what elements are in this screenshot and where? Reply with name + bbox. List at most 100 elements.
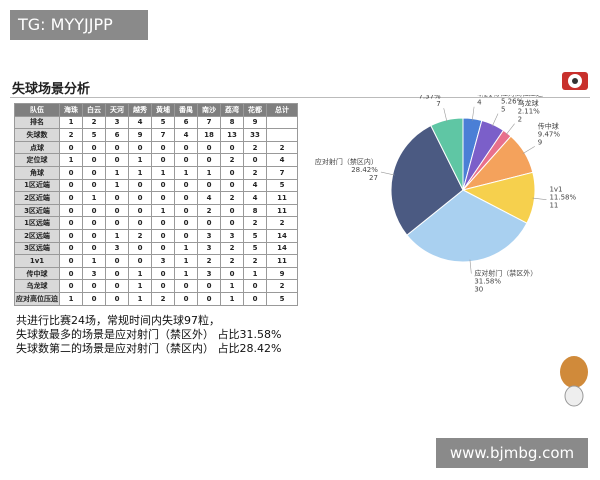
table-row: 乌龙球 0 0 0 1 0 0 0 1 0 2: [14, 279, 298, 293]
table-cell: 6: [174, 115, 198, 130]
table-cell: 2: [243, 216, 267, 230]
table-cell: 0: [151, 178, 175, 193]
table-cell: 1: [105, 178, 129, 193]
table-cell: 0: [105, 140, 129, 155]
table-cell: 14: [266, 241, 298, 256]
header-cell: 南沙: [197, 103, 221, 117]
table-cell: 0: [151, 153, 175, 167]
table-cell: 7: [197, 115, 221, 130]
header-cell: 总计: [266, 103, 298, 117]
slice-percent: 28.42%: [351, 166, 378, 174]
table-cell: 角球: [14, 165, 60, 180]
table-cell: 2区近端: [14, 191, 60, 205]
table-cell: 0: [105, 266, 129, 281]
table-cell: [266, 115, 298, 130]
table-cell: 1: [243, 266, 267, 281]
table-cell: 0: [174, 279, 198, 293]
table-cell: 0: [128, 140, 152, 155]
header-cell: 天河: [105, 103, 129, 117]
table-cell: 0: [82, 153, 106, 167]
table-cell: 0: [174, 228, 198, 243]
table-cell: 2: [220, 241, 244, 256]
table-cell: 0: [82, 228, 106, 243]
table-cell: 0: [128, 241, 152, 256]
table-cell: 0: [220, 140, 244, 155]
table-row: 2区近端 0 1 0 0 0 0 4 2 4 11: [14, 191, 298, 205]
table-cell: 6: [105, 128, 129, 142]
header-cell: 白云: [82, 103, 106, 117]
table-cell: 0: [174, 178, 198, 193]
header-cell: 番禺: [174, 103, 198, 117]
table-cell: 0: [151, 228, 175, 243]
table-cell: 3: [197, 228, 221, 243]
table-cell: 0: [105, 191, 129, 205]
table-cell: 1: [197, 165, 221, 180]
table-cell: 0: [128, 216, 152, 230]
table-cell: 2: [197, 203, 221, 218]
table-cell: 7: [151, 128, 175, 142]
table-cell: 1: [128, 279, 152, 293]
table-cell: 0: [128, 203, 152, 218]
table-cell: 0: [128, 191, 152, 205]
table-cell: 3: [105, 115, 129, 130]
table-cell: 2: [243, 140, 267, 155]
summary-line: 失球数第二的场景是应对射门（禁区内） 占比28.42%: [16, 342, 282, 355]
slide-title: 失球场景分析: [12, 82, 91, 97]
slice-name: 应对高位压迫: [501, 95, 543, 98]
table-cell: 0: [59, 228, 83, 243]
table-cell: 0: [82, 140, 106, 155]
logo-icon: [562, 72, 588, 90]
table-cell: 0: [59, 191, 83, 205]
leader-line: [471, 106, 475, 121]
table-cell: 3: [197, 266, 221, 281]
table-cell: 0: [197, 178, 221, 193]
table-cell: 2: [82, 115, 106, 130]
table-row: 排名 1 2 3 4 5 6 7 8 9: [14, 115, 298, 130]
table-cell: 0: [105, 291, 129, 306]
header-cell: 越秀: [128, 103, 152, 117]
table-cell: 5: [243, 241, 267, 256]
slice-value: 4: [477, 99, 482, 107]
table-cell: 0: [151, 266, 175, 281]
table-row: 2区远端 0 0 1 2 0 0 3 3 5 14: [14, 228, 298, 243]
table-cell: 1v1: [14, 254, 60, 268]
table-cell: 0: [82, 165, 106, 180]
table-cell: 0: [59, 279, 83, 293]
leader-line: [522, 146, 535, 154]
title-rule: [10, 97, 590, 98]
table-cell: 0: [197, 140, 221, 155]
table-cell: 2: [197, 254, 221, 268]
slice-name: 应对射门（禁区内）: [315, 157, 378, 166]
table-cell: 传中球: [14, 266, 60, 281]
table-cell: 9: [128, 128, 152, 142]
leader-line: [491, 113, 499, 127]
table-row: 点球 0 0 0 0 0 0 0 0 2 2: [14, 140, 298, 155]
slice-value: 5: [501, 106, 505, 114]
table-cell: 4: [243, 178, 267, 193]
header-row: 队伍 海珠 白云 天河 越秀 黄埔 番禺 南沙 荔湾 花都 总计: [14, 103, 298, 117]
table-cell: 2: [128, 228, 152, 243]
table-cell: 0: [105, 279, 129, 293]
table-cell: 点球: [14, 140, 60, 155]
table-cell: 0: [59, 165, 83, 180]
table-cell: 0: [174, 216, 198, 230]
table-cell: 2: [151, 291, 175, 306]
table-cell: 0: [82, 241, 106, 256]
table-row: 失球数 2 5 6 9 7 4 18 13 33: [14, 128, 298, 142]
table-cell: 1: [59, 291, 83, 306]
slice-name: 应对射门（禁区外）: [474, 269, 537, 278]
slice-name: 1v1: [549, 186, 562, 194]
table-cell: 8: [243, 203, 267, 218]
table-cell: 18: [197, 128, 221, 142]
slice-percent: 2.11%: [518, 108, 541, 116]
table-cell: 3: [220, 228, 244, 243]
table-cell: 5: [266, 178, 298, 193]
table-cell: 0: [128, 178, 152, 193]
goals-table: 队伍 海珠 白云 天河 越秀 黄埔 番禺 南沙 荔湾 花都 总计 排名 1 2 3 4 5 6 7 8 9 失球数 2 5 6 9…: [14, 103, 298, 306]
table-row: 角球 0 0 1 1 1 1 1 0 2 7: [14, 165, 298, 180]
table-row: 1区远端 0 0 0 0 0 0 0 0 2 2: [14, 216, 298, 230]
table-cell: 0: [105, 254, 129, 268]
table-cell: 0: [174, 203, 198, 218]
slice-value: 27: [369, 174, 378, 182]
